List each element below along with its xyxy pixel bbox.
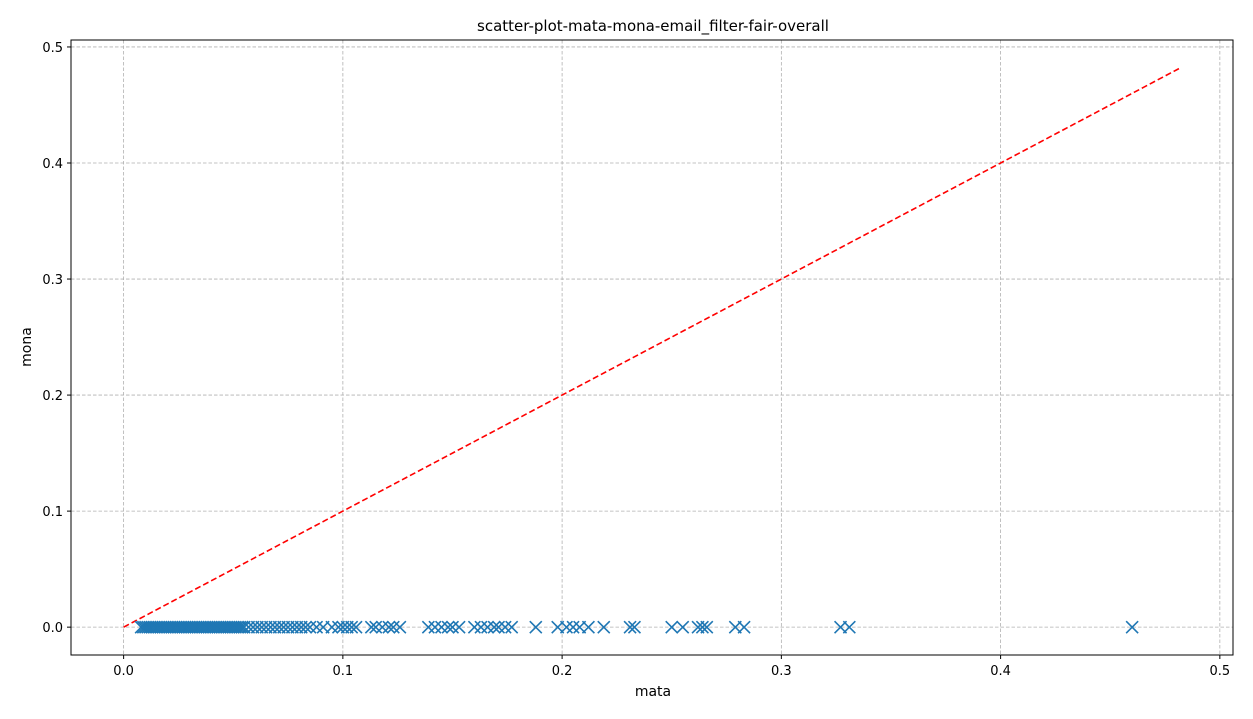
x-tick-label: 0.4 (990, 664, 1011, 679)
data-point (421, 620, 435, 634)
data-point (627, 620, 642, 634)
data-point (695, 620, 709, 634)
chart-title: scatter-plot-mata-mona-email_filter-fair… (477, 17, 829, 36)
data-point (481, 620, 495, 634)
grid (71, 40, 1233, 655)
data-point (498, 620, 512, 634)
x-tick-label: 0.5 (1210, 664, 1231, 679)
data-point (566, 620, 580, 634)
y-tick-label: 0.0 (42, 621, 63, 636)
data-point (231, 620, 245, 634)
data-point (349, 620, 363, 634)
data-point (309, 620, 324, 634)
data-point (434, 620, 449, 634)
data-point (303, 620, 317, 634)
x-tick-label: 0.0 (113, 664, 134, 679)
x-axis-label: mata (635, 684, 671, 700)
data-point (597, 620, 611, 634)
data-point (665, 620, 679, 634)
data-point (623, 620, 637, 634)
data-point (364, 620, 378, 634)
data-point (428, 620, 442, 634)
data-point (445, 620, 460, 634)
data-points (134, 620, 1139, 634)
data-point (345, 620, 359, 634)
y-axis-label: mona (19, 327, 35, 367)
data-point (474, 620, 488, 634)
data-point (452, 620, 466, 634)
data-point (369, 620, 383, 634)
data-point (487, 620, 501, 634)
x-tick-label: 0.1 (333, 664, 354, 679)
data-point (491, 620, 506, 634)
reference-line (123, 67, 1181, 628)
data-point (676, 620, 690, 634)
plot-frame (70, 39, 1234, 656)
data-point (581, 620, 595, 634)
data-point (299, 620, 313, 634)
data-point (382, 620, 396, 634)
data-point (325, 620, 339, 634)
data-point (1125, 620, 1139, 634)
y-tick-label: 0.3 (42, 273, 63, 288)
y-axis-ticks: 0.0 0.1 0.2 0.3 0.4 0.5 (42, 41, 71, 636)
data-point (737, 620, 751, 634)
x-axis-ticks: 0.0 0.1 0.2 0.3 0.4 0.5 (113, 655, 1230, 679)
reference-line-group (123, 67, 1181, 628)
y-tick-label: 0.5 (42, 41, 63, 56)
y-tick-label: 0.4 (42, 157, 63, 172)
x-tick-label: 0.2 (552, 664, 573, 679)
y-tick-label: 0.1 (42, 505, 63, 520)
data-point (559, 620, 574, 634)
data-point (375, 620, 389, 634)
data-point (386, 620, 400, 634)
data-point (235, 620, 249, 634)
y-tick-label: 0.2 (42, 389, 63, 404)
data-point (393, 620, 407, 634)
data-point (505, 620, 519, 634)
data-point (842, 620, 856, 634)
data-point (529, 620, 543, 634)
data-point (441, 620, 455, 634)
data-point (467, 620, 481, 634)
data-point (700, 620, 714, 634)
x-tick-label: 0.3 (771, 664, 792, 679)
